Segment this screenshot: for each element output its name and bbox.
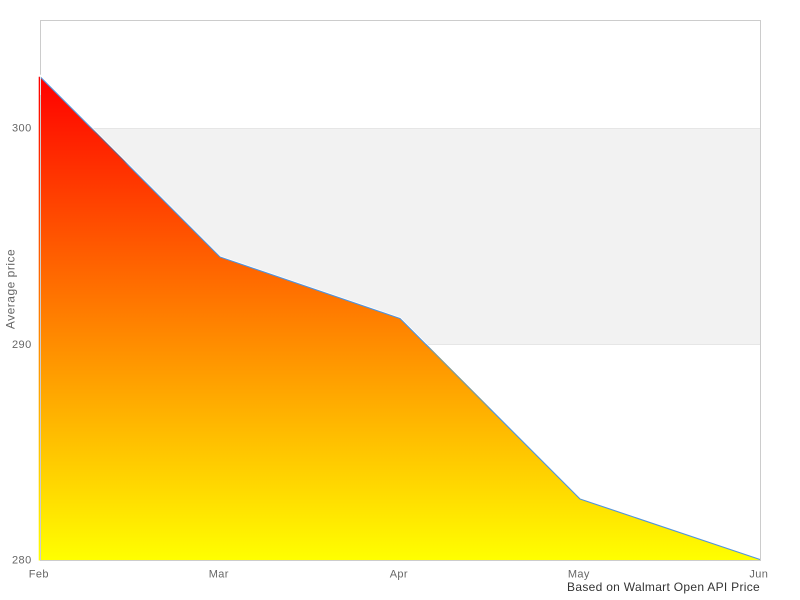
svg-text:290: 290 [12, 339, 32, 351]
svg-text:280: 280 [12, 555, 32, 567]
svg-text:Mar: Mar [209, 569, 229, 581]
svg-text:Average price: Average price [4, 249, 18, 329]
svg-text:Jun: Jun [749, 569, 768, 581]
svg-text:300: 300 [12, 123, 32, 135]
svg-text:Apr: Apr [390, 569, 408, 581]
svg-text:May: May [568, 569, 590, 581]
svg-text:Based on Walmart Open API Pric: Based on Walmart Open API Price [567, 580, 760, 594]
svg-text:Feb: Feb [29, 569, 49, 581]
